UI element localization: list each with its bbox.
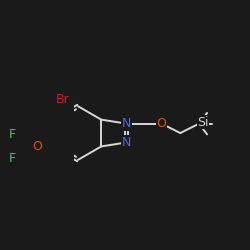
Text: O: O (156, 117, 166, 130)
Text: O: O (32, 140, 42, 153)
Text: Br: Br (56, 93, 70, 106)
Text: N: N (122, 117, 132, 130)
Text: F: F (8, 152, 16, 165)
Text: N: N (122, 136, 132, 149)
Text: F: F (8, 128, 16, 141)
Text: Si: Si (197, 116, 209, 129)
